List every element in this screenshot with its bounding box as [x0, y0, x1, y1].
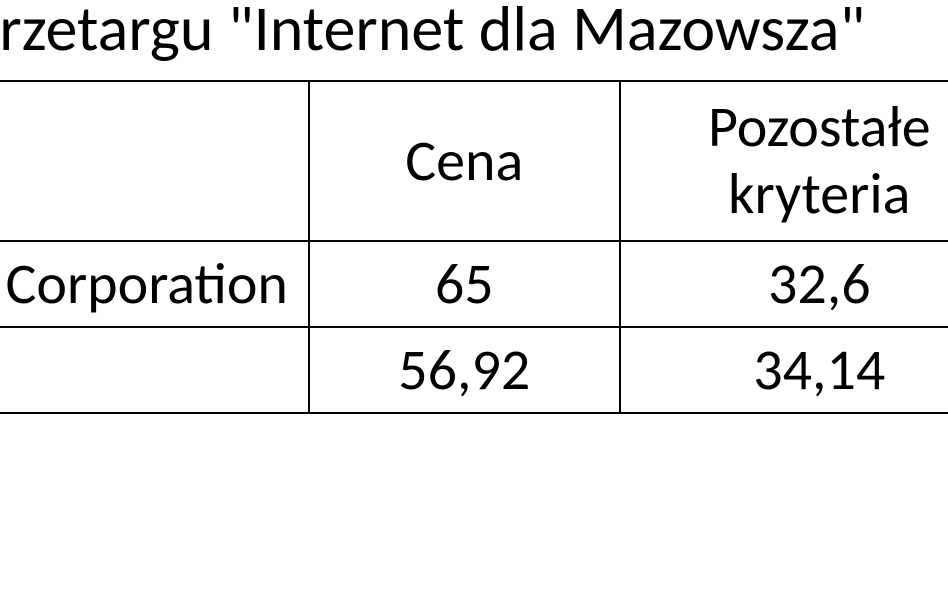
cell-bidder: KT Corporation [0, 241, 309, 327]
table-container: Wyniki przetargu "Internet dla Mazowsza"… [0, 0, 948, 614]
header-price: Cena [309, 81, 620, 241]
header-other: Pozostałe kryteria [620, 81, 948, 241]
cell-price: 65 [309, 241, 620, 327]
table-title: Wyniki przetargu "Internet dla Mazowsza" [0, 0, 948, 80]
table-row: 56,92 34,14 [0, 327, 948, 413]
table-row: KT Corporation 65 32,6 [0, 241, 948, 327]
cell-price: 56,92 [309, 327, 620, 413]
cell-bidder [0, 327, 309, 413]
bottom-whitespace [0, 414, 948, 614]
tender-results-table: Cena Pozostałe kryteria KT Corporation 6… [0, 80, 948, 414]
table-header-row: Cena Pozostałe kryteria [0, 81, 948, 241]
cell-other: 34,14 [620, 327, 948, 413]
cell-other: 32,6 [620, 241, 948, 327]
header-bidder [0, 81, 309, 241]
